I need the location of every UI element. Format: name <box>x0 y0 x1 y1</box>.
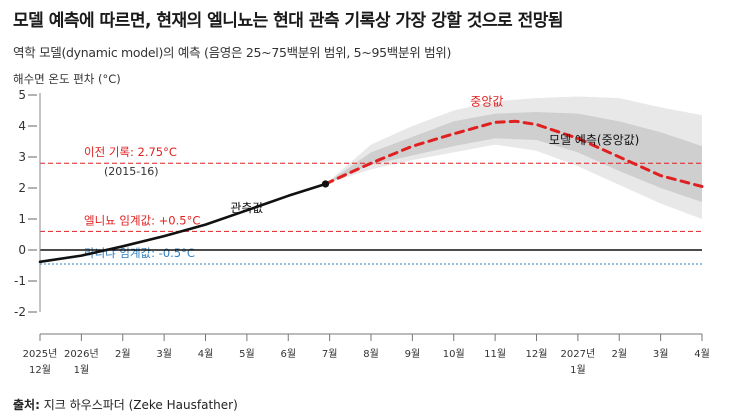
x-tick-label-0: 2025년 <box>23 348 58 360</box>
annotation-1: 중앙값 <box>470 95 503 109</box>
y-tick-label-7: 5 <box>18 88 26 102</box>
series-line-1 <box>324 119 704 188</box>
source-note: 출처: 지크 하우스파더 (Zeke Hausfather) <box>13 396 238 413</box>
x-tick-label-8: 8월 <box>363 348 379 360</box>
reference-label-bg-1 <box>80 212 205 228</box>
x-tick-label-6: 6월 <box>280 348 296 360</box>
y-axis-label: 해수면 온도 편차 (°C) <box>13 72 121 86</box>
x-tick-label-12: 12월 <box>526 348 548 360</box>
y-tick-label-6: 4 <box>18 119 26 133</box>
x-tick-sublabel-13: 1월 <box>570 364 586 376</box>
reference-label-0: 이전 기록: 2.75°C <box>84 145 177 159</box>
x-tick-label-13: 2027년 <box>561 348 596 360</box>
reference-sublabel-0: (2015-16) <box>104 165 159 178</box>
x-tick-label-4: 4월 <box>198 348 214 360</box>
reference-label-1: 엘니뇨 임계값: +0.5°C <box>84 213 200 227</box>
x-tick-sublabel-1: 1월 <box>74 364 90 376</box>
x-axis-ticks: 2025년 12월 2026년 1월 2월 3월 4월 5월 6월 7월 8월 9월 10월 11월 12월… <box>23 333 710 376</box>
x-tick-label-9: 9월 <box>405 348 421 360</box>
x-tick-label-5: 5월 <box>239 348 255 360</box>
uncertainty-bands <box>325 96 702 219</box>
observed-endpoint <box>321 180 330 188</box>
y-tick-label-3: 1 <box>18 212 26 226</box>
x-tick-label-10: 10월 <box>443 348 465 360</box>
x-tick-label-16: 4월 <box>694 348 710 360</box>
reference-label-2: 라니냐 임계값: -0.5°C <box>84 246 195 260</box>
x-tick-label-11: 11월 <box>484 348 506 360</box>
source-label: 출처: <box>13 398 40 412</box>
y-tick-label-4: 2 <box>18 181 26 195</box>
data-series <box>38 119 704 264</box>
y-tick-label-0: -2 <box>14 305 26 319</box>
y-tick-label-1: -1 <box>14 274 26 288</box>
y-tick-label-2: 0 <box>18 243 26 257</box>
x-tick-label-14: 2월 <box>611 348 627 360</box>
x-tick-label-7: 7월 <box>322 348 338 360</box>
reference-label-bg-0 <box>80 144 181 160</box>
chart-subtitle: 역학 모델(dynamic model)의 예측 (음영은 25~75백분위 범… <box>13 45 452 60</box>
y-axis-ticks: -2 -1 0 1 2 3 4 5 <box>14 88 41 319</box>
chart-title: 모델 예측에 따르면, 현재의 엘니뇨는 현대 관측 기록상 가장 강할 것으로… <box>13 11 564 31</box>
series-line-0 <box>38 182 327 264</box>
source-text: 지크 하우스파더 (Zeke Hausfather) <box>43 398 238 412</box>
band-1 <box>325 112 702 202</box>
x-tick-label-15: 3월 <box>653 348 669 360</box>
x-tick-label-3: 3월 <box>156 348 172 360</box>
x-tick-label-1: 2026년 <box>64 348 99 360</box>
x-tick-sublabel-0: 12월 <box>29 364 51 376</box>
annotation-0: 관측값 <box>230 201 263 215</box>
x-tick-label-2: 2월 <box>115 348 131 360</box>
y-tick-label-5: 3 <box>18 150 26 164</box>
annotation-2: 모델 예측(중앙값) <box>549 133 639 147</box>
